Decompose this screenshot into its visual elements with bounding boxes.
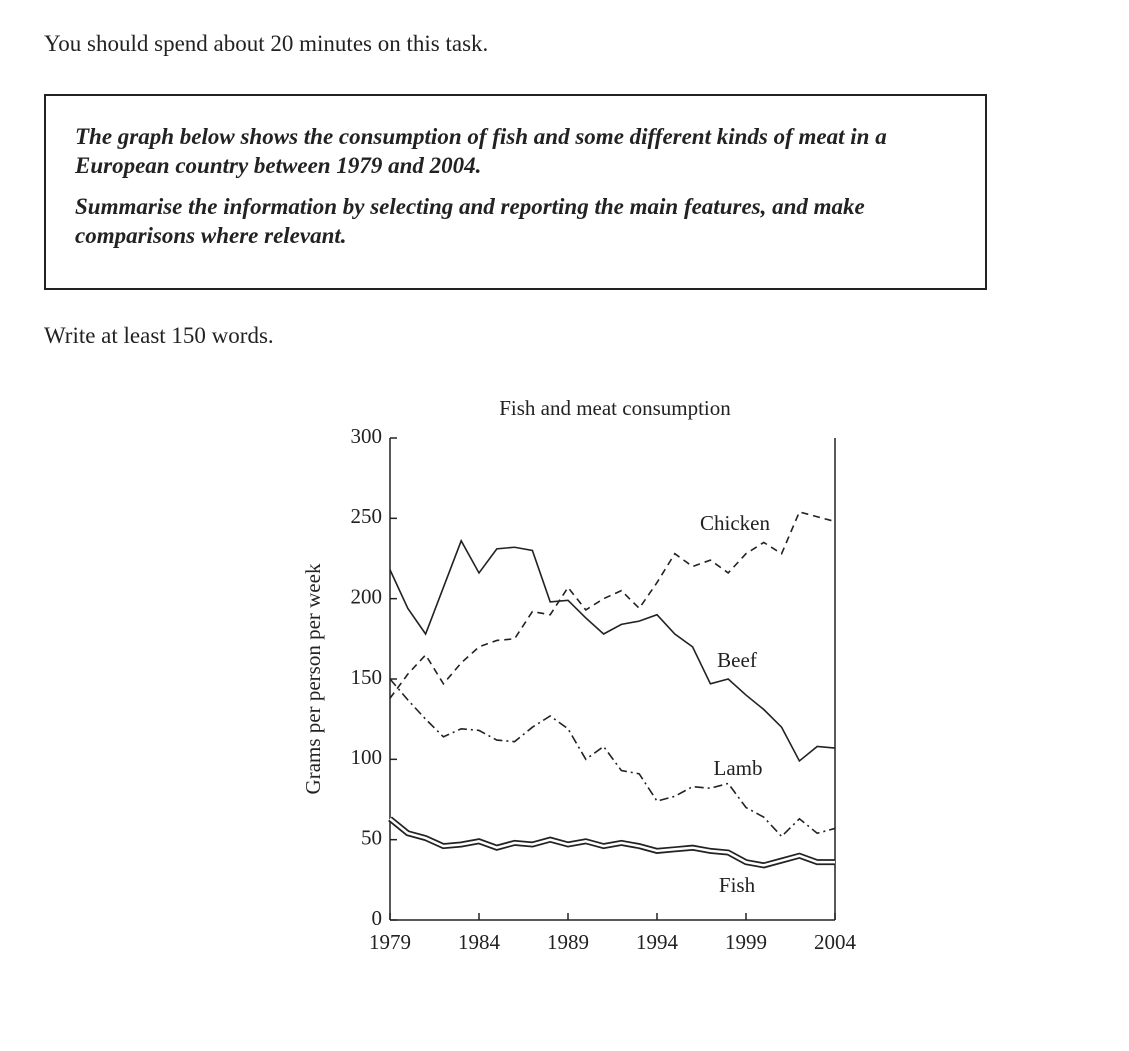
y-tick-label: 100 [351,745,383,769]
y-tick-label: 200 [351,584,383,608]
task-box: The graph below shows the consumption of… [44,94,987,290]
task-prompt: Summarise the information by selecting a… [75,194,865,248]
x-tick-label: 1999 [725,930,767,954]
x-tick-label: 1979 [369,930,411,954]
chart-title: Fish and meat consumption [499,396,731,420]
y-tick-label: 250 [351,504,383,528]
series-line [389,510,836,699]
x-tick-label: 1994 [636,930,679,954]
series-label: Lamb [714,756,763,780]
y-tick-label: 300 [351,424,383,448]
x-tick-label: 1989 [547,930,589,954]
series-label: Chicken [700,511,770,535]
y-tick-label: 50 [361,825,382,849]
series-line-inner [389,817,835,867]
series-line [389,538,836,763]
series-line [388,816,835,869]
series-label: Fish [719,873,756,897]
y-tick-label: 150 [351,665,383,689]
x-tick-label: 2004 [814,930,857,954]
series-label: Beef [717,648,757,672]
task-prompt: The graph below shows the consumption of… [75,124,887,178]
x-tick-label: 1984 [458,930,501,954]
series-line [389,678,836,838]
y-tick-label: 0 [372,906,383,930]
time-note: You should spend about 20 minutes on thi… [44,31,489,56]
y-axis-label: Grams per person per week [301,563,325,794]
word-note: Write at least 150 words. [44,323,274,348]
